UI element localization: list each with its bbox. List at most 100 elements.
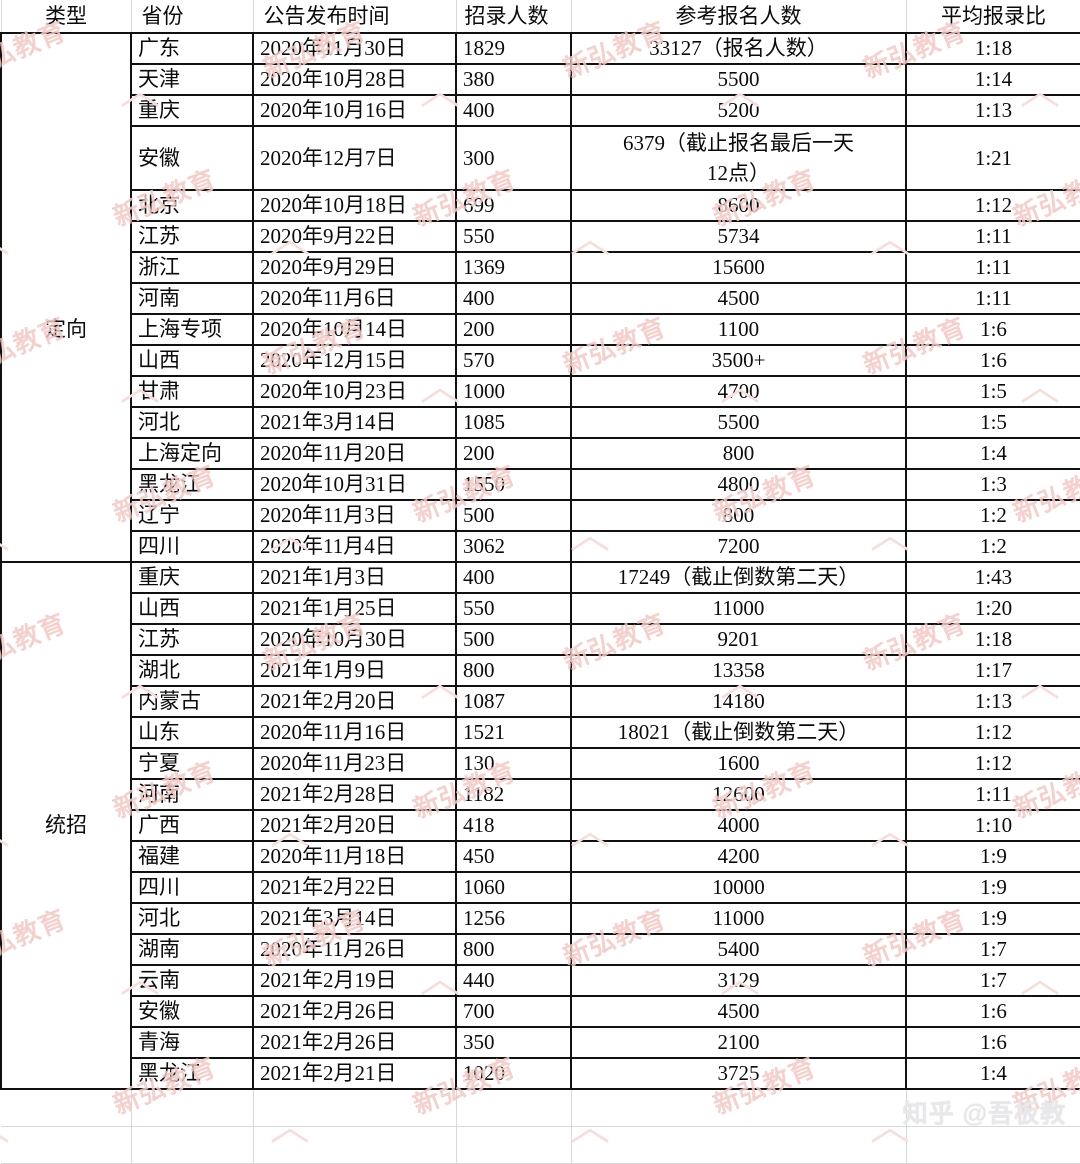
cell-hire: 400 bbox=[455, 282, 572, 315]
column-header-hire: 招录人数 bbox=[455, 0, 572, 34]
empty-sheet-row bbox=[1, 1125, 1080, 1164]
cell-apply: 800 bbox=[570, 437, 907, 470]
cell-prov: 甘肃 bbox=[130, 375, 254, 408]
cell-ratio: 1:4 bbox=[905, 437, 1080, 470]
table-row: 黑龙江 2021年2月21日 1020 3725 1:4 bbox=[0, 1057, 1080, 1090]
cell-hire: 500 bbox=[455, 499, 572, 532]
cell-prov: 山西 bbox=[130, 344, 254, 377]
cell-prov: 四川 bbox=[130, 871, 254, 904]
table-row: 青海 2021年2月26日 350 2100 1:6 bbox=[0, 1026, 1080, 1059]
group-cell-filler bbox=[0, 126, 132, 190]
cell-date: 2020年11月6日 bbox=[252, 282, 457, 315]
cell-apply: 8600 bbox=[570, 189, 907, 222]
cell-date: 2020年12月7日 bbox=[252, 125, 457, 191]
cell-date: 2020年10月18日 bbox=[252, 189, 457, 222]
group-cell-filler bbox=[0, 748, 132, 779]
cell-ratio: 1:18 bbox=[905, 623, 1080, 656]
column-header-ratio: 平均报录比 bbox=[905, 0, 1080, 34]
cell-ratio: 1:11 bbox=[905, 778, 1080, 811]
table-row: 湖南 2020年11月26日 800 5400 1:7 bbox=[0, 933, 1080, 966]
cell-apply: 1600 bbox=[570, 747, 907, 780]
cell-apply: 2100 bbox=[570, 1026, 907, 1059]
cell-ratio: 1:3 bbox=[905, 468, 1080, 501]
group-cell-filler bbox=[0, 500, 132, 531]
cell-date: 2020年10月14日 bbox=[252, 313, 457, 346]
empty-cell bbox=[570, 1088, 907, 1127]
cell-apply: 15600 bbox=[570, 251, 907, 284]
cell-ratio: 1:14 bbox=[905, 63, 1080, 96]
empty-cell bbox=[1, 1088, 132, 1127]
cell-apply: 4700 bbox=[570, 375, 907, 408]
cell-date: 2021年2月26日 bbox=[252, 995, 457, 1028]
cell-ratio: 1:6 bbox=[905, 995, 1080, 1028]
cell-hire: 300 bbox=[455, 125, 572, 191]
table-row: 甘肃 2020年10月23日 1000 4700 1:5 bbox=[0, 375, 1080, 408]
cell-hire: 440 bbox=[455, 964, 572, 997]
cell-apply: 12600 bbox=[570, 778, 907, 811]
group-cell-filler bbox=[0, 624, 132, 655]
empty-cell bbox=[130, 1088, 254, 1127]
cell-prov: 山东 bbox=[130, 716, 254, 749]
cell-date: 2021年1月3日 bbox=[252, 561, 457, 594]
cell-prov: 重庆 bbox=[130, 561, 254, 594]
table-row: 河南 2021年2月28日 1182 12600 1:11 bbox=[0, 778, 1080, 811]
column-header-type: 类型 bbox=[0, 0, 132, 34]
cell-prov: 福建 bbox=[130, 840, 254, 873]
cell-apply: 5500 bbox=[570, 406, 907, 439]
table-row: 安徽 2021年2月26日 700 4500 1:6 bbox=[0, 995, 1080, 1028]
cell-hire: 380 bbox=[455, 63, 572, 96]
group-cell-filler bbox=[0, 64, 132, 95]
cell-apply: 5500 bbox=[570, 63, 907, 96]
table-row: 上海定向 2020年11月20日 200 800 1:4 bbox=[0, 437, 1080, 470]
table-row: 北京 2020年10月18日 699 8600 1:12 bbox=[0, 189, 1080, 222]
cell-ratio: 1:4 bbox=[905, 1057, 1080, 1090]
cell-date: 2020年10月16日 bbox=[252, 94, 457, 127]
cell-ratio: 1:11 bbox=[905, 251, 1080, 284]
group-cell-filler bbox=[0, 1027, 132, 1058]
cell-apply: 17249（截止倒数第二天） bbox=[570, 561, 907, 594]
cell-date: 2021年3月14日 bbox=[252, 902, 457, 935]
table-row: 江苏 2020年9月22日 550 5734 1:11 bbox=[0, 220, 1080, 253]
cell-hire: 800 bbox=[455, 933, 572, 966]
cell-hire: 350 bbox=[455, 1026, 572, 1059]
cell-ratio: 1:13 bbox=[905, 685, 1080, 718]
cell-ratio: 1:5 bbox=[905, 406, 1080, 439]
cell-ratio: 1:9 bbox=[905, 840, 1080, 873]
table-row: 统招 广西 2021年2月20日 418 4000 1:10 bbox=[0, 809, 1080, 842]
cell-apply: 18021（截止倒数第二天） bbox=[570, 716, 907, 749]
group-cell-filler bbox=[0, 407, 132, 438]
cell-date: 2020年11月3日 bbox=[252, 499, 457, 532]
cell-hire: 500 bbox=[455, 623, 572, 656]
cell-date: 2020年11月4日 bbox=[252, 530, 457, 563]
table-row: 重庆 2020年10月16日 400 5200 1:13 bbox=[0, 94, 1080, 127]
cell-date: 2020年11月16日 bbox=[252, 716, 457, 749]
table-row: 黑龙江 2020年10月31日 1550 4800 1:3 bbox=[0, 468, 1080, 501]
cell-prov: 安徽 bbox=[130, 995, 254, 1028]
cell-apply: 9201 bbox=[570, 623, 907, 656]
table-row: 河南 2020年11月6日 400 4500 1:11 bbox=[0, 282, 1080, 315]
cell-prov: 重庆 bbox=[130, 94, 254, 127]
cell-hire: 1256 bbox=[455, 902, 572, 935]
cell-prov: 辽宁 bbox=[130, 499, 254, 532]
cell-apply: 4000 bbox=[570, 809, 907, 842]
cell-apply: 800 bbox=[570, 499, 907, 532]
cell-date: 2020年11月30日 bbox=[252, 32, 457, 65]
zhihu-watermark: 知乎 @吾板教 bbox=[902, 1100, 1066, 1128]
cell-date: 2020年11月23日 bbox=[252, 747, 457, 780]
cell-apply: 33127（报名人数） bbox=[570, 32, 907, 65]
group-cell-filler bbox=[0, 779, 132, 810]
column-header-apply: 参考报名人数 bbox=[570, 0, 907, 34]
cell-prov: 青海 bbox=[130, 1026, 254, 1059]
table-row: 山西 2021年1月25日 550 11000 1:20 bbox=[0, 592, 1080, 625]
cell-prov: 江苏 bbox=[130, 220, 254, 253]
group-cell-filler bbox=[0, 32, 132, 64]
cell-prov: 山西 bbox=[130, 592, 254, 625]
table-row: 内蒙古 2021年2月20日 1087 14180 1:13 bbox=[0, 685, 1080, 718]
empty-cell bbox=[455, 1125, 572, 1164]
cell-ratio: 1:21 bbox=[905, 125, 1080, 191]
cell-date: 2021年1月25日 bbox=[252, 592, 457, 625]
cell-prov: 天津 bbox=[130, 63, 254, 96]
cell-prov: 黑龙江 bbox=[130, 1057, 254, 1090]
cell-hire: 550 bbox=[455, 592, 572, 625]
cell-apply: 4500 bbox=[570, 282, 907, 315]
